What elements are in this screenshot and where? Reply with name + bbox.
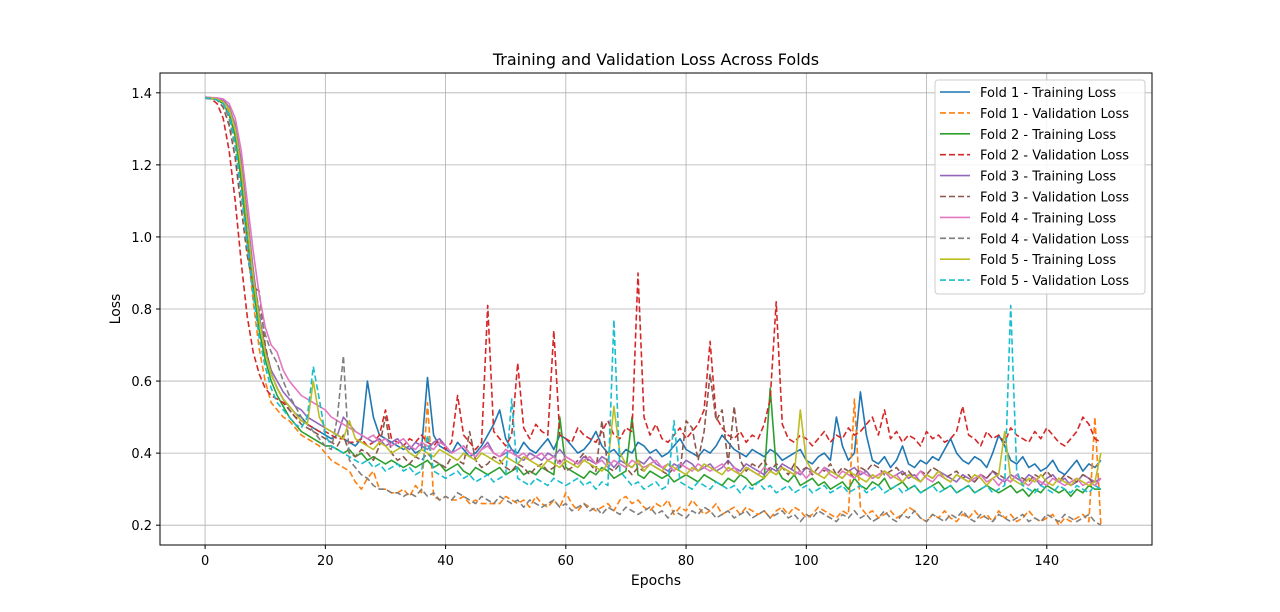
x-tick-label: 100 [794, 554, 819, 569]
x-axis-ticks: 0 20 40 60 80 100 120 140 [201, 545, 1059, 569]
y-axis-label: Loss [108, 294, 124, 325]
legend-label: Fold 5 - Training Loss [980, 253, 1116, 268]
y-tick-label: 0.4 [131, 447, 152, 462]
y-tick-label: 1.2 [131, 159, 152, 174]
x-axis-label: Epochs [631, 573, 681, 589]
series-line-8 [205, 96, 1102, 526]
x-tick-label: 0 [201, 554, 209, 569]
legend-label: Fold 1 - Training Loss [980, 86, 1116, 101]
y-tick-label: 1.0 [131, 231, 152, 246]
x-tick-label: 40 [437, 554, 454, 569]
x-tick-label: 20 [317, 554, 334, 569]
x-tick-label: 140 [1034, 554, 1059, 569]
y-tick-label: 0.8 [131, 303, 152, 318]
chart-title: Training and Validation Loss Across Fold… [492, 50, 819, 69]
series-line-9 [205, 97, 1102, 487]
series-line-4 [205, 97, 1102, 451]
x-tick-label: 80 [678, 554, 695, 569]
legend-label: Fold 2 - Validation Loss [980, 149, 1129, 164]
y-tick-label: 1.4 [131, 87, 152, 102]
legend-label: Fold 1 - Validation Loss [980, 107, 1129, 122]
legend-box [934, 79, 1146, 295]
y-tick-label: 0.2 [131, 519, 152, 534]
series-line-10 [205, 97, 1102, 494]
series-line-1 [205, 97, 1102, 476]
plot-series [205, 96, 1102, 527]
legend-label: Fold 3 - Validation Loss [980, 191, 1129, 206]
x-tick-label: 60 [558, 554, 575, 569]
y-axis-ticks: 0.2 0.4 0.6 0.8 1.0 1.2 1.4 [131, 87, 160, 534]
x-tick-label: 120 [914, 554, 939, 569]
series-line-2 [205, 96, 1102, 527]
legend-label: Fold 2 - Training Loss [980, 128, 1116, 143]
legend-label: Fold 4 - Training Loss [980, 211, 1116, 226]
legend-label: Fold 3 - Training Loss [980, 170, 1116, 185]
legend-label: Fold 4 - Validation Loss [980, 232, 1129, 247]
legend: Fold 1 - Training Loss Fold 1 - Validatio… [934, 79, 1146, 295]
legend-label: Fold 5 - Validation Loss [980, 274, 1129, 289]
y-tick-label: 0.6 [131, 375, 152, 390]
series-line-6 [205, 97, 1102, 487]
